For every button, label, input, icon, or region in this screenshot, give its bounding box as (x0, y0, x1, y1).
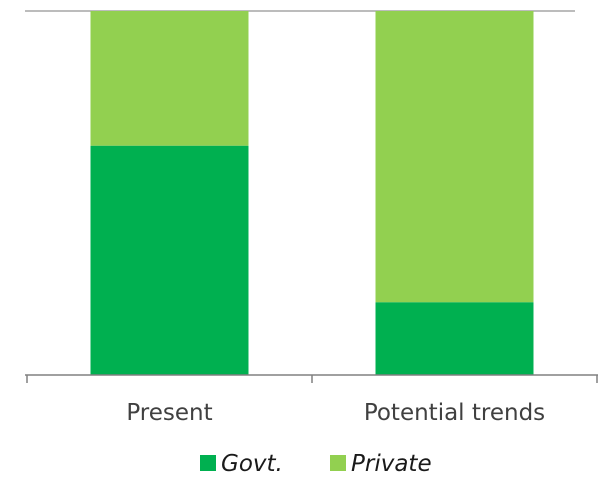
x-tick-label: Potential trends (364, 400, 545, 426)
bar-segment-govt-1 (375, 302, 534, 375)
x-tick-label: Present (126, 400, 212, 426)
legend: Govt. Private (200, 451, 432, 477)
x-tick-labels: Present Potential trends (126, 400, 545, 426)
legend-swatch-govt (200, 455, 216, 471)
bar-segment-private-1 (375, 11, 534, 303)
legend-label-govt: Govt. (221, 451, 283, 477)
bar-segment-private-0 (90, 11, 249, 146)
bars-group (90, 11, 534, 375)
legend-swatch-private (330, 455, 346, 471)
legend-label-private: Private (351, 451, 432, 477)
bar-segment-govt-0 (90, 145, 249, 375)
